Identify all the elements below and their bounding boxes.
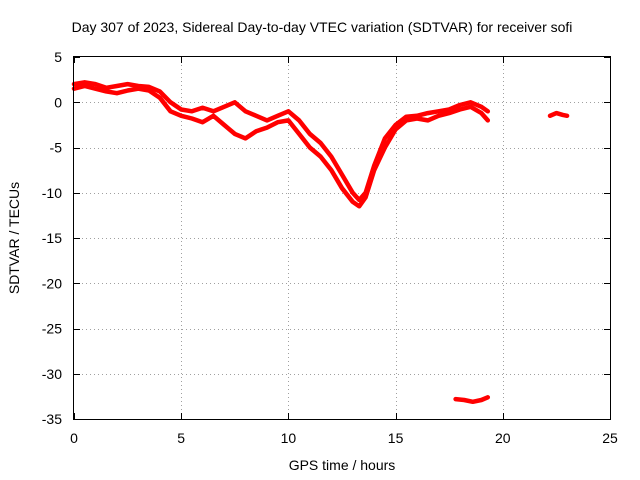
series-line-segment-low bbox=[456, 397, 488, 402]
y-tick-label: 5 bbox=[54, 49, 62, 65]
x-tick-label: 10 bbox=[281, 430, 297, 446]
series-line-track-b bbox=[74, 82, 488, 200]
series-line-track-a bbox=[74, 86, 488, 206]
y-tick-label: -35 bbox=[42, 411, 62, 427]
y-tick-label: -15 bbox=[42, 230, 62, 246]
series-layer bbox=[74, 82, 567, 402]
series-line-segment-late bbox=[550, 113, 567, 116]
y-tick-label: -20 bbox=[42, 275, 62, 291]
x-axis-label: GPS time / hours bbox=[289, 457, 396, 473]
x-tick-label: 25 bbox=[602, 430, 618, 446]
y-tick-label: 0 bbox=[54, 94, 62, 110]
y-axis-label: SDTVAR / TECUs bbox=[6, 182, 22, 294]
x-tick-label: 5 bbox=[177, 430, 185, 446]
chart-title: Day 307 of 2023, Sidereal Day-to-day VTE… bbox=[72, 19, 573, 35]
x-tick-label: 20 bbox=[495, 430, 511, 446]
grid-layer bbox=[74, 57, 610, 419]
y-tick-label: -10 bbox=[42, 185, 62, 201]
x-tick-label: 15 bbox=[388, 430, 404, 446]
y-tick-label: -30 bbox=[42, 366, 62, 382]
x-tick-label: 0 bbox=[70, 430, 78, 446]
y-tick-label: -25 bbox=[42, 321, 62, 337]
tick-layer: 0 5 10 15 20 25 5 0 -5 -10 -15 -20 -25 -30 -35 bbox=[42, 49, 618, 446]
y-tick-label: -5 bbox=[50, 140, 63, 156]
chart-svg: Day 307 of 2023, Sidereal Day-to-day VTE… bbox=[0, 0, 640, 480]
